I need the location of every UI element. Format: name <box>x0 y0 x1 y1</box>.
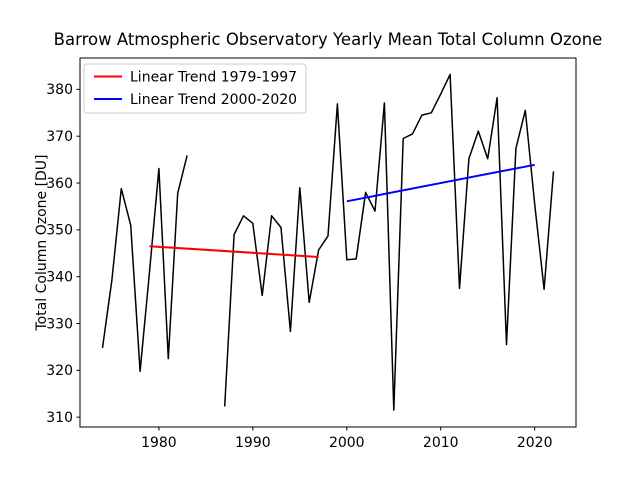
series-line-linear-trend-1979-1997 <box>149 245 319 258</box>
series-line-linear-trend-2000-2020 <box>346 163 535 203</box>
x-tick-label-2020: 2020 <box>517 435 553 451</box>
x-tick-label-2010: 2010 <box>423 435 459 451</box>
y-tick-label-310: 310 <box>46 410 73 426</box>
series-line-yearly-mean-total-column-ozone <box>101 73 555 411</box>
plot-area-border <box>79 57 577 428</box>
y-tick-label-340: 340 <box>46 269 73 285</box>
legend-box <box>83 63 307 114</box>
y-tick-label-380: 380 <box>46 82 73 98</box>
x-tick-label-2000: 2000 <box>329 435 365 451</box>
y-tick-label-360: 360 <box>46 176 73 192</box>
y-tick-label-320: 320 <box>46 363 73 379</box>
legend-label-trend-1979-1997: Linear Trend 1979-1997 <box>130 70 297 86</box>
x-tick-label-1990: 1990 <box>235 435 271 451</box>
legend-label-trend-2000-2020: Linear Trend 2000-2020 <box>130 92 297 108</box>
data-series-layer <box>101 73 555 411</box>
axes-layer: 1980 1990 2000 2010 2020 310 320 330 340 350 360 37… <box>46 82 552 451</box>
legend: Linear Trend 1979-1997 Linear Trend 2000… <box>83 63 307 114</box>
legend-entry-trend-2000-2020: Linear Trend 2000-2020 <box>94 92 297 108</box>
y-tick-label-350: 350 <box>46 223 73 239</box>
y-tick-label-370: 370 <box>46 129 73 145</box>
x-tick-label-1980: 1980 <box>141 435 177 451</box>
chart-title: Barrow Atmospheric Observatory Yearly Me… <box>54 30 603 49</box>
y-tick-label-330: 330 <box>46 316 73 332</box>
legend-entry-trend-1979-1997: Linear Trend 1979-1997 <box>94 70 297 86</box>
y-axis-label: Total Column Ozone [DU] <box>34 154 50 331</box>
